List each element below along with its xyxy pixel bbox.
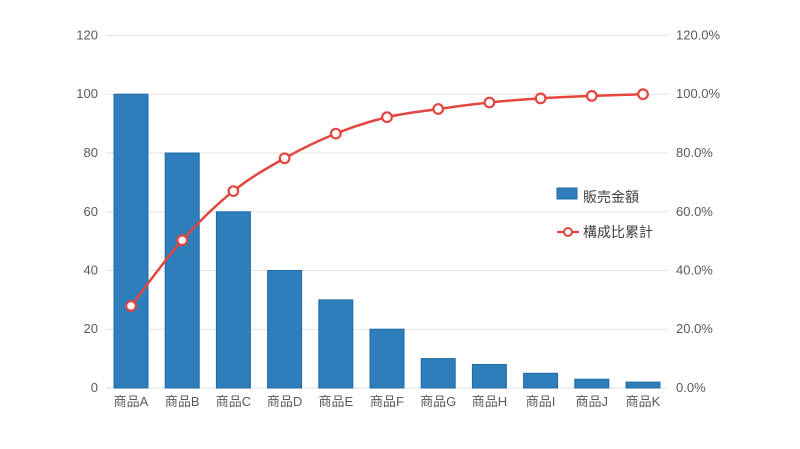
svg-text:120: 120 <box>76 28 98 43</box>
svg-text:商品B: 商品B <box>165 394 200 409</box>
svg-text:0.0%: 0.0% <box>676 380 706 395</box>
svg-text:80.0%: 80.0% <box>676 145 713 160</box>
svg-text:80: 80 <box>84 145 98 160</box>
svg-text:商品K: 商品K <box>626 394 661 409</box>
svg-text:100.0%: 100.0% <box>676 86 721 101</box>
svg-text:商品G: 商品G <box>420 394 456 409</box>
svg-text:40.0%: 40.0% <box>676 263 713 278</box>
svg-text:販売金額: 販売金額 <box>583 189 639 205</box>
svg-text:120.0%: 120.0% <box>676 28 721 43</box>
svg-text:商品I: 商品I <box>526 394 556 409</box>
svg-text:40: 40 <box>84 263 98 278</box>
svg-text:商品C: 商品C <box>216 394 251 409</box>
svg-text:100: 100 <box>76 86 98 101</box>
svg-text:0: 0 <box>91 380 98 395</box>
svg-text:20.0%: 20.0% <box>676 321 713 336</box>
svg-text:商品F: 商品F <box>370 394 404 409</box>
svg-text:構成比累計: 構成比累計 <box>583 224 653 240</box>
svg-text:商品H: 商品H <box>472 394 507 409</box>
svg-text:60.0%: 60.0% <box>676 204 713 219</box>
svg-text:商品A: 商品A <box>114 394 149 409</box>
svg-text:商品D: 商品D <box>267 394 302 409</box>
svg-text:20: 20 <box>84 321 98 336</box>
svg-text:60: 60 <box>84 204 98 219</box>
svg-text:商品E: 商品E <box>318 394 353 409</box>
svg-text:商品J: 商品J <box>576 394 609 409</box>
